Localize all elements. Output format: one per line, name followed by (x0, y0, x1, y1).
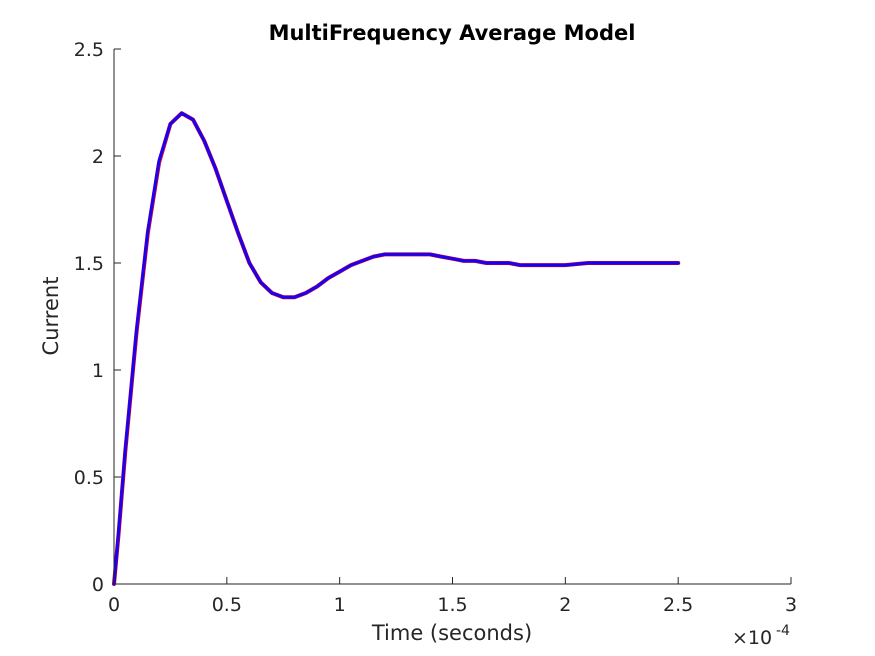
x-tick-label: 2.5 (663, 594, 693, 616)
x-tick-label: 2 (559, 594, 571, 616)
x-exponent-power: -4 (776, 623, 790, 639)
y-tick-label: 1.5 (74, 253, 104, 275)
series-group (112, 111, 681, 586)
x-ticks: 0 0.5 1 1.5 2 2.5 3 (108, 577, 797, 616)
x-tick-label: 0 (108, 594, 120, 616)
y-tick-label: 0 (92, 574, 104, 596)
y-tick-label: 0.5 (74, 467, 104, 489)
x-tick-label: 0.5 (212, 594, 242, 616)
y-tick-label: 2.5 (74, 39, 104, 61)
x-axis-label: Time (seconds) (371, 621, 532, 645)
chart-title: MultiFrequency Average Model (269, 21, 636, 45)
plot-area: 0 0.5 1 1.5 2 2.5 3 0 0.5 1 1.5 2 2.5 (74, 39, 797, 616)
y-axis-label: Current (39, 277, 63, 356)
x-tick-label: 1.5 (437, 594, 467, 616)
x-tick-label: 1 (334, 594, 346, 616)
y-tick-label: 1 (92, 360, 104, 382)
y-tick-label: 2 (92, 146, 104, 168)
x-axis-exponent: ×10 -4 (732, 623, 790, 649)
x-tick-label: 3 (785, 594, 797, 616)
x-exponent-base: ×10 (732, 627, 772, 649)
series-line-2 (112, 111, 680, 586)
y-ticks: 0 0.5 1 1.5 2 2.5 (74, 39, 121, 596)
